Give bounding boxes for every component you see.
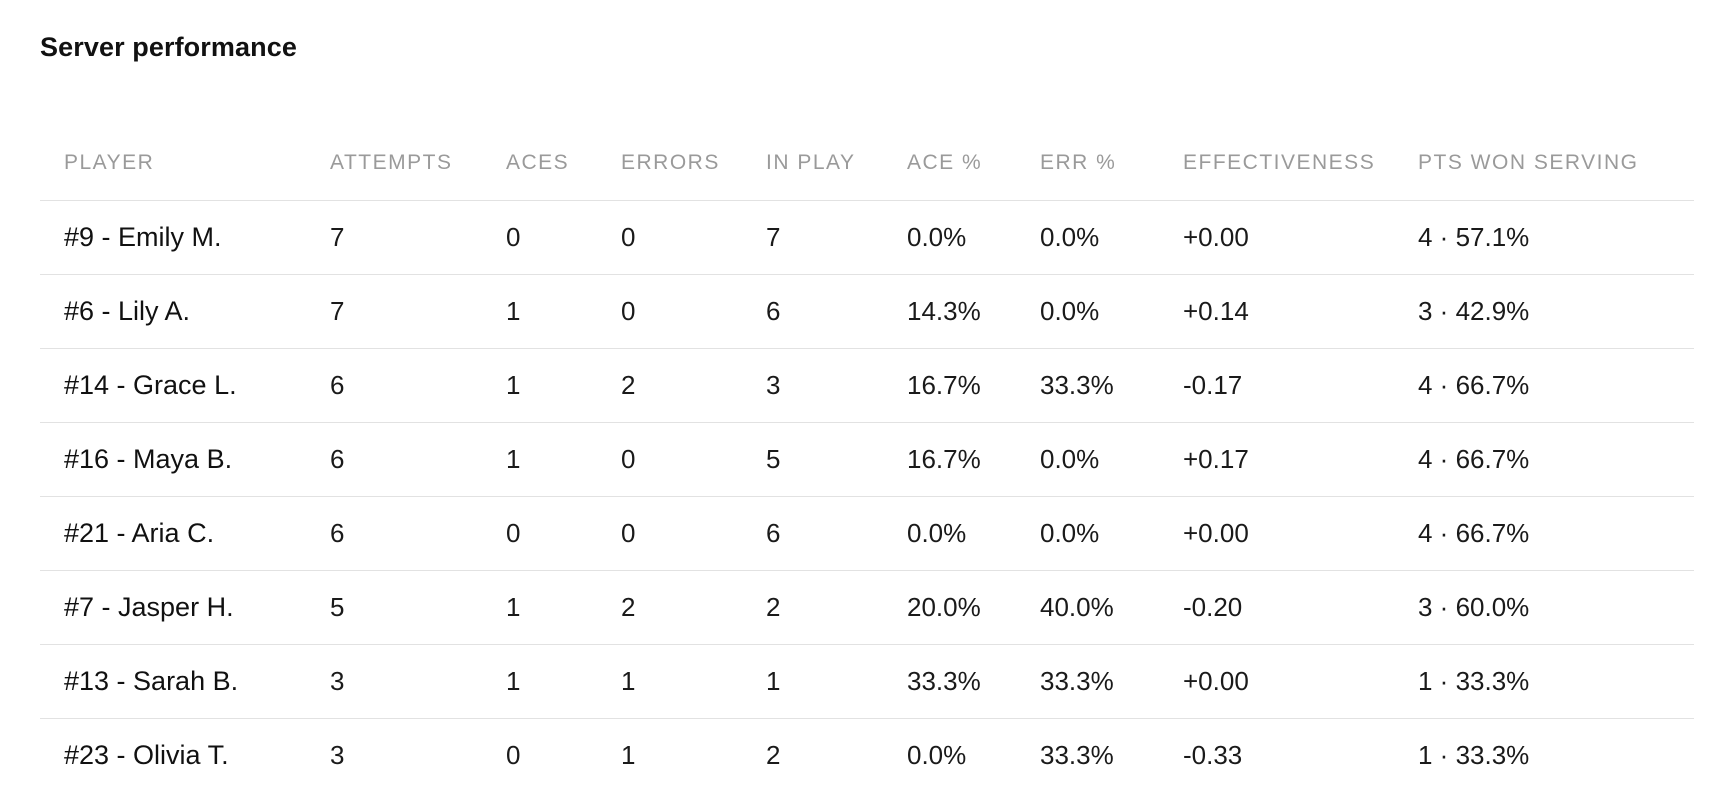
errors-cell: 0 [621,497,766,571]
effectiveness-cell: -0.20 [1183,571,1418,645]
table-header-row: PLAYER ATTEMPTS ACES ERRORS IN PLAY ACE … [40,126,1694,201]
errors-cell: 1 [621,645,766,719]
column-header-ace-pct[interactable]: ACE % [907,126,1040,201]
player-cell: #13 - Sarah B. [40,645,330,719]
aces-cell: 0 [506,201,621,275]
attempts-cell: 7 [330,275,506,349]
pts-won-serving-cell: 1 · 33.3% [1418,645,1694,719]
errors-cell: 0 [621,275,766,349]
pts-won-serving-cell: 3 · 42.9% [1418,275,1694,349]
attempts-cell: 7 [330,201,506,275]
err-pct-cell: 33.3% [1040,719,1183,792]
column-header-effectiveness[interactable]: EFFECTIVENESS [1183,126,1418,201]
ace-pct-cell: 0.0% [907,719,1040,792]
in-play-cell: 6 [766,497,907,571]
in-play-cell: 7 [766,201,907,275]
ace-pct-cell: 0.0% [907,497,1040,571]
in-play-cell: 2 [766,719,907,792]
effectiveness-cell: +0.00 [1183,201,1418,275]
column-header-errors[interactable]: ERRORS [621,126,766,201]
pts-won-serving-cell: 4 · 66.7% [1418,423,1694,497]
errors-cell: 0 [621,201,766,275]
player-cell: #9 - Emily M. [40,201,330,275]
attempts-cell: 3 [330,645,506,719]
column-header-in-play[interactable]: IN PLAY [766,126,907,201]
ace-pct-cell: 20.0% [907,571,1040,645]
player-cell: #7 - Jasper H. [40,571,330,645]
effectiveness-cell: +0.00 [1183,497,1418,571]
pts-won-serving-cell: 4 · 57.1% [1418,201,1694,275]
effectiveness-cell: +0.17 [1183,423,1418,497]
attempts-cell: 5 [330,571,506,645]
effectiveness-cell: -0.33 [1183,719,1418,792]
err-pct-cell: 33.3% [1040,645,1183,719]
errors-cell: 1 [621,719,766,792]
pts-won-serving-cell: 1 · 33.3% [1418,719,1694,792]
err-pct-cell: 40.0% [1040,571,1183,645]
err-pct-cell: 33.3% [1040,349,1183,423]
column-header-attempts[interactable]: ATTEMPTS [330,126,506,201]
in-play-cell: 1 [766,645,907,719]
server-performance-table: PLAYER ATTEMPTS ACES ERRORS IN PLAY ACE … [40,126,1694,792]
aces-cell: 0 [506,497,621,571]
effectiveness-cell: -0.17 [1183,349,1418,423]
effectiveness-cell: +0.00 [1183,645,1418,719]
attempts-cell: 6 [330,497,506,571]
ace-pct-cell: 14.3% [907,275,1040,349]
pts-won-serving-cell: 3 · 60.0% [1418,571,1694,645]
ace-pct-cell: 0.0% [907,201,1040,275]
ace-pct-cell: 33.3% [907,645,1040,719]
errors-cell: 2 [621,571,766,645]
aces-cell: 1 [506,571,621,645]
ace-pct-cell: 16.7% [907,349,1040,423]
attempts-cell: 6 [330,349,506,423]
in-play-cell: 2 [766,571,907,645]
player-cell: #14 - Grace L. [40,349,330,423]
pts-won-serving-cell: 4 · 66.7% [1418,497,1694,571]
err-pct-cell: 0.0% [1040,423,1183,497]
player-cell: #6 - Lily A. [40,275,330,349]
aces-cell: 0 [506,719,621,792]
pts-won-serving-cell: 4 · 66.7% [1418,349,1694,423]
aces-cell: 1 [506,423,621,497]
err-pct-cell: 0.0% [1040,201,1183,275]
player-cell: #23 - Olivia T. [40,719,330,792]
column-header-err-pct[interactable]: ERR % [1040,126,1183,201]
aces-cell: 1 [506,275,621,349]
in-play-cell: 5 [766,423,907,497]
in-play-cell: 6 [766,275,907,349]
in-play-cell: 3 [766,349,907,423]
err-pct-cell: 0.0% [1040,497,1183,571]
player-cell: #16 - Maya B. [40,423,330,497]
err-pct-cell: 0.0% [1040,275,1183,349]
aces-cell: 1 [506,349,621,423]
panel-title: Server performance [40,32,297,63]
column-header-player[interactable]: PLAYER [40,126,330,201]
ace-pct-cell: 16.7% [907,423,1040,497]
errors-cell: 0 [621,423,766,497]
attempts-cell: 3 [330,719,506,792]
errors-cell: 2 [621,349,766,423]
player-cell: #21 - Aria C. [40,497,330,571]
column-header-aces[interactable]: ACES [506,126,621,201]
aces-cell: 1 [506,645,621,719]
effectiveness-cell: +0.14 [1183,275,1418,349]
column-header-pts-won-serving[interactable]: PTS WON SERVING [1418,126,1694,201]
attempts-cell: 6 [330,423,506,497]
